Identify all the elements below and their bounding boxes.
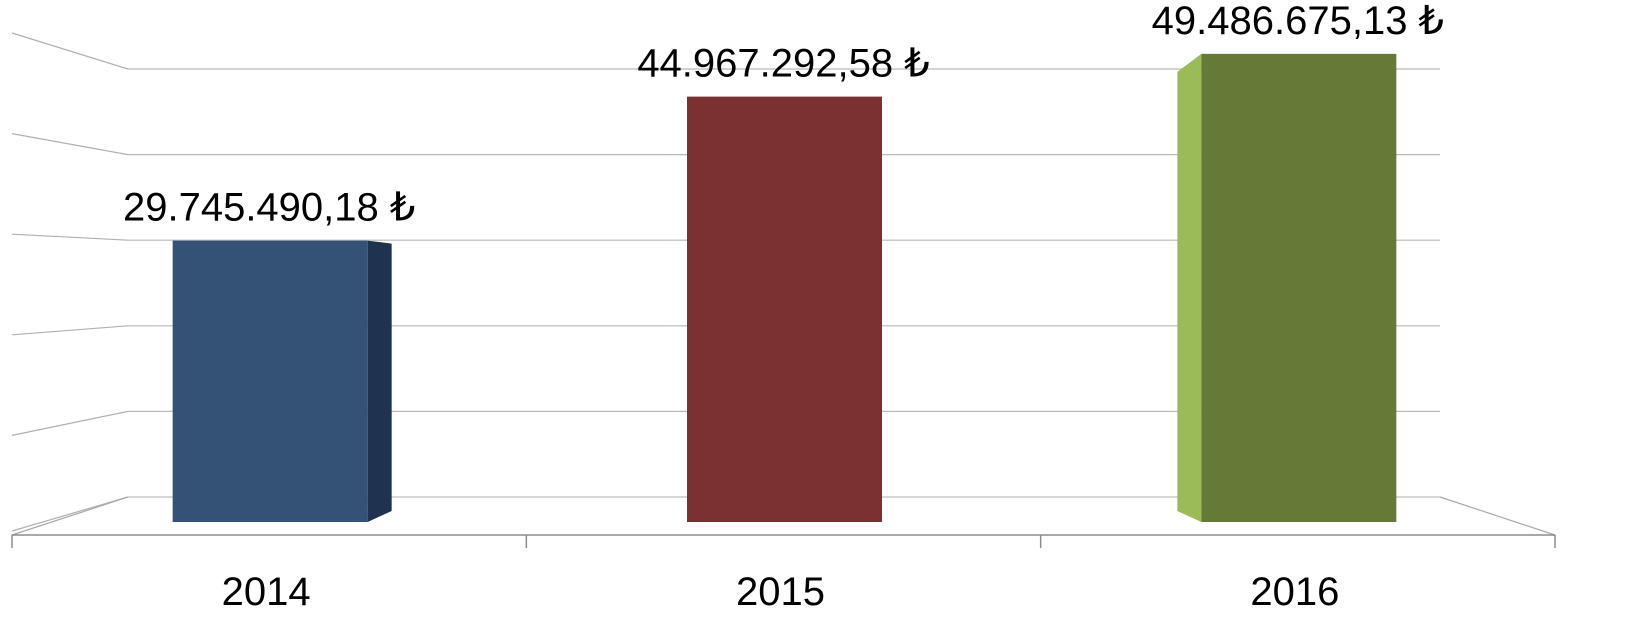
bar-front-face bbox=[1201, 53, 1397, 523]
bar-2016 bbox=[1177, 53, 1397, 523]
x-tick-label-2014: 2014 bbox=[222, 570, 311, 614]
side-wall-lines bbox=[11, 32, 129, 532]
data-label-2015: 44.967.292,58 ₺ bbox=[637, 42, 929, 86]
floor-right-edge bbox=[1439, 496, 1556, 536]
side-wall-line bbox=[11, 410, 129, 436]
bar-2014 bbox=[172, 240, 392, 522]
x-tick-label-2015: 2015 bbox=[736, 570, 825, 614]
bars bbox=[172, 53, 1397, 523]
floor-left-edge bbox=[11, 496, 129, 536]
side-wall-line bbox=[11, 233, 129, 241]
x-axis: 2014 2015 2016 bbox=[11, 534, 1556, 614]
side-wall-line bbox=[11, 32, 129, 70]
x-tick-label-2016: 2016 bbox=[1250, 570, 1339, 614]
side-wall-line bbox=[11, 133, 129, 156]
side-wall-line bbox=[11, 325, 129, 336]
data-label-2016: 49.486.675,13 ₺ bbox=[1152, 0, 1444, 43]
bar-2015 bbox=[687, 96, 882, 523]
floor bbox=[11, 496, 1556, 536]
side-wall-line bbox=[11, 496, 129, 532]
bar-side-face bbox=[1177, 53, 1202, 523]
bar-front-face bbox=[687, 96, 882, 523]
data-labels: 29.745.490,18 ₺ 44.967.292,58 ₺ 49.486.675… bbox=[123, 0, 1444, 230]
data-label-2014: 29.745.490,18 ₺ bbox=[123, 186, 415, 230]
bar-side-face bbox=[367, 240, 392, 522]
bar-front-face bbox=[172, 240, 368, 522]
